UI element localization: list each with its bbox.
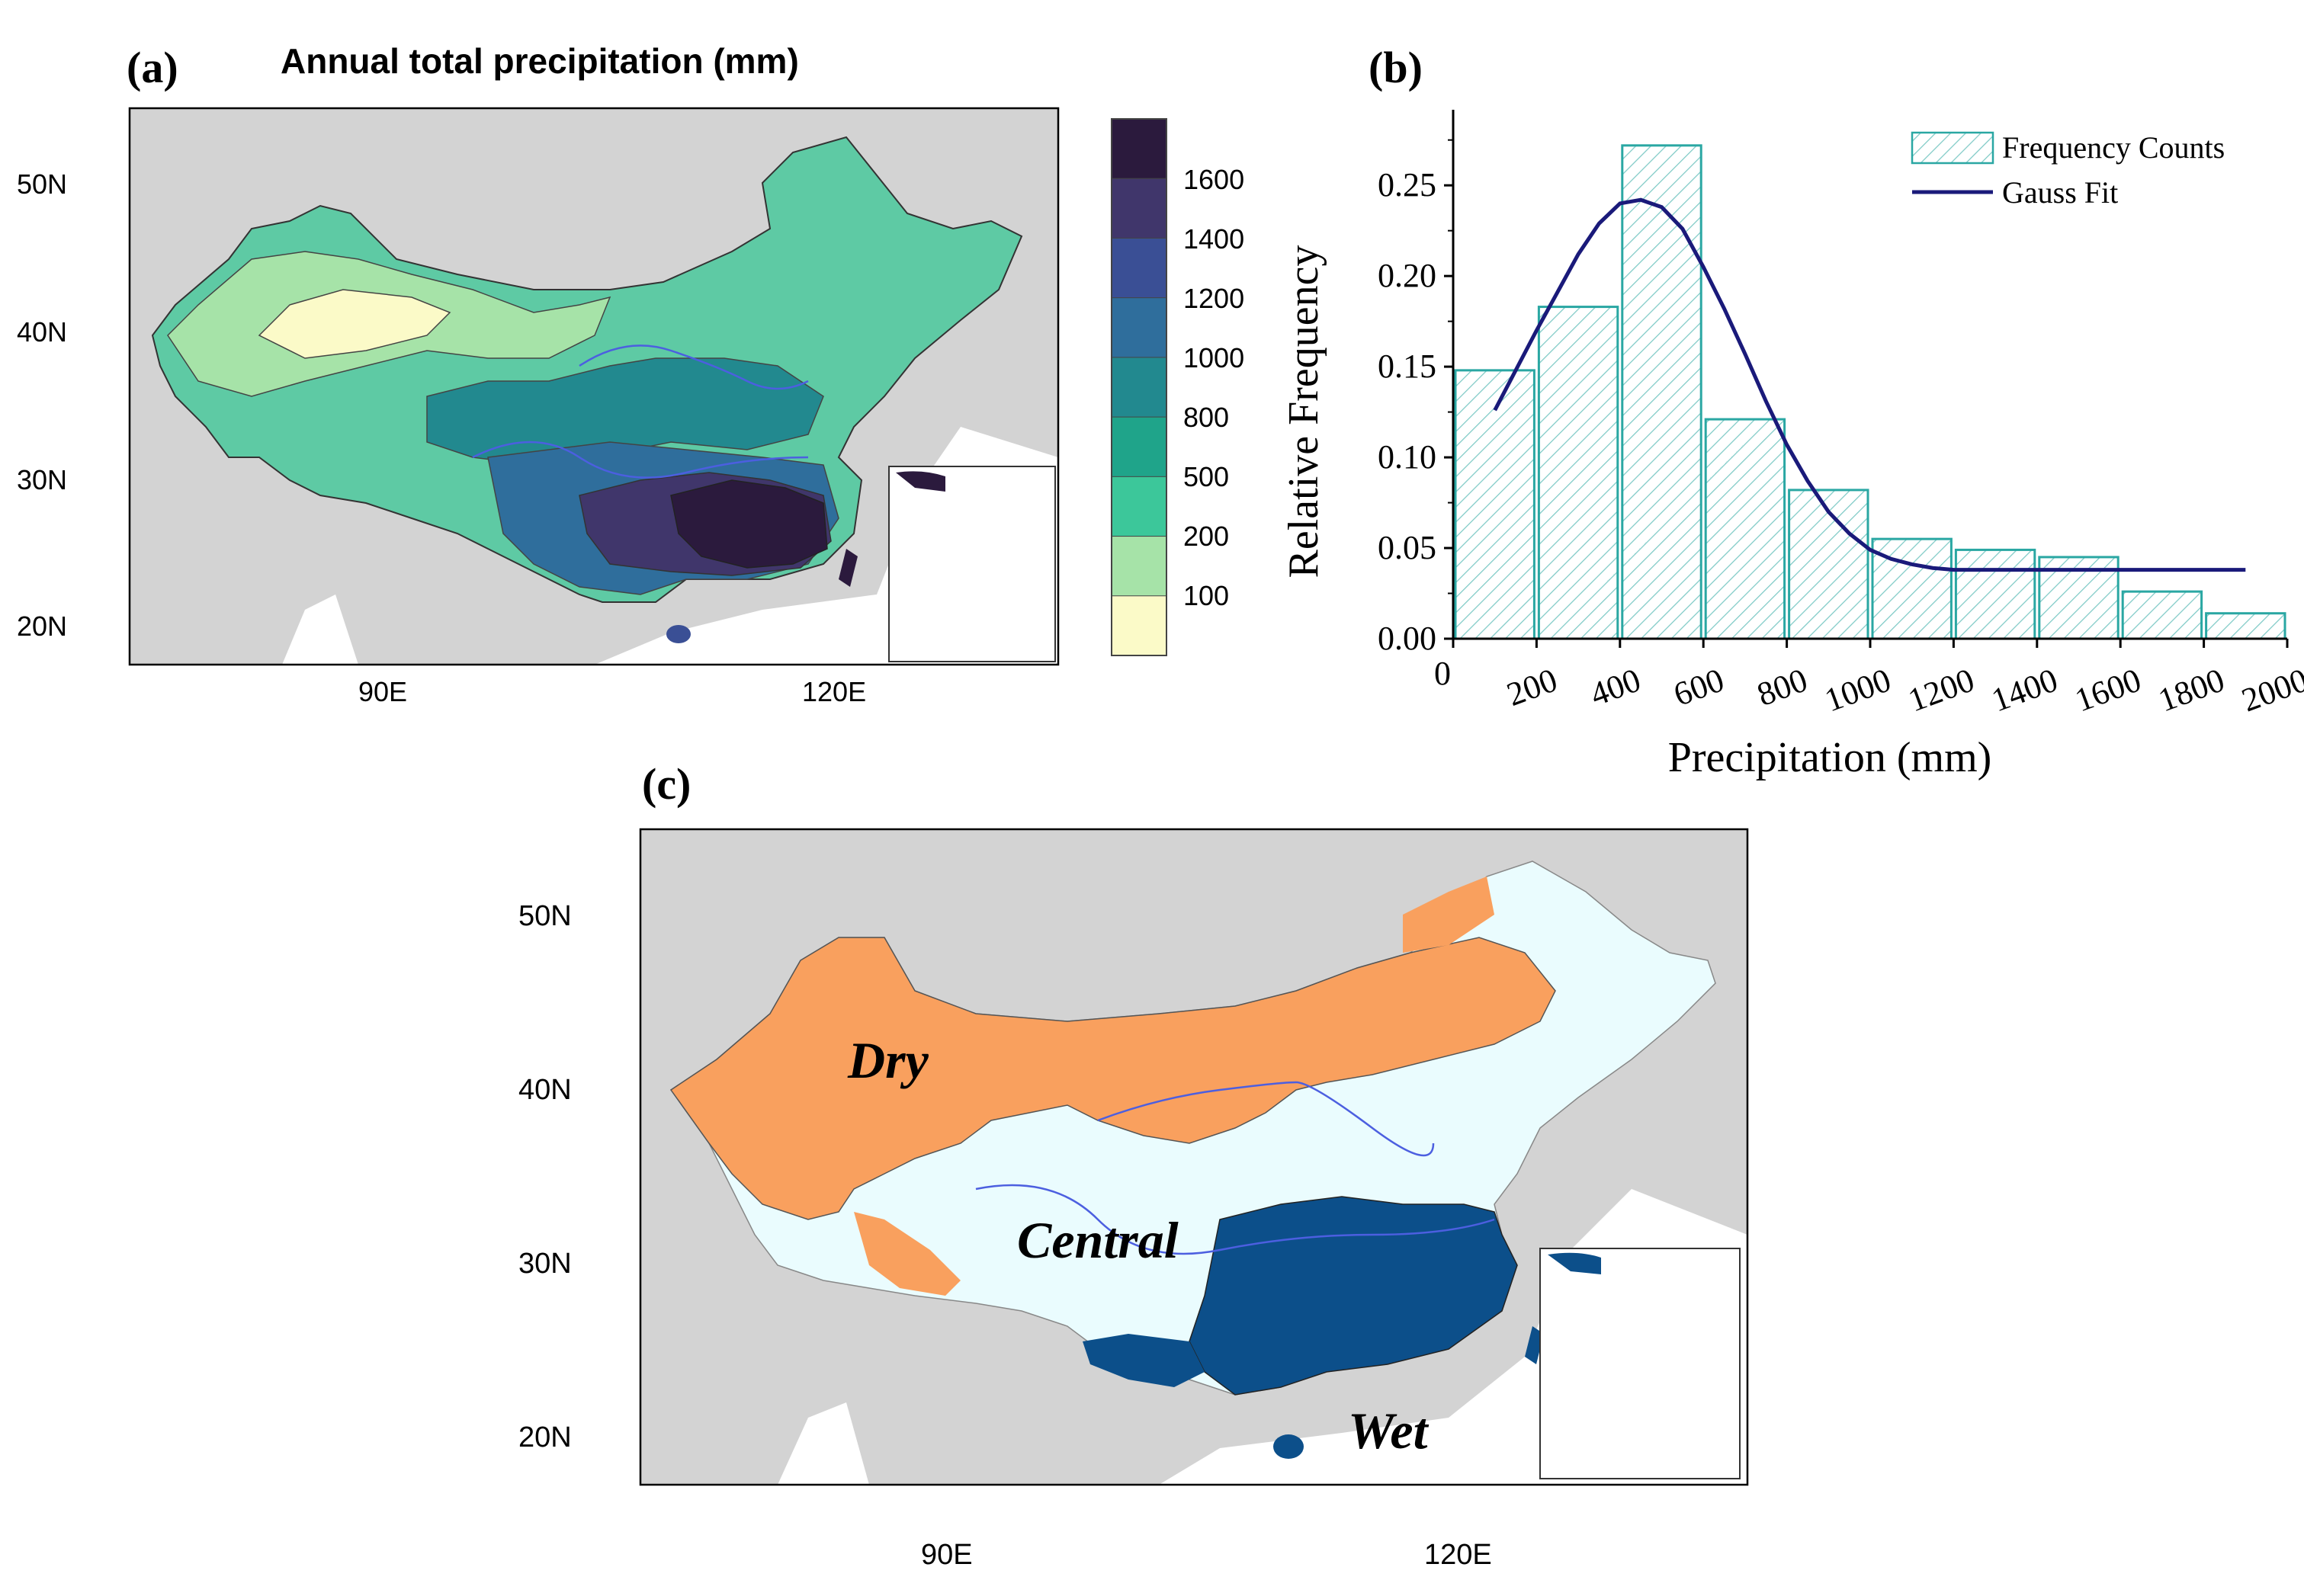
map-a-frame <box>128 107 1060 666</box>
colorbar-cell <box>1111 416 1167 478</box>
x-tick-label: 600 <box>1669 661 1729 713</box>
y-tick-label: 0.05 <box>1378 529 1436 566</box>
colorbar-label: 1000 <box>1183 342 1244 373</box>
region-label-dry: Dry <box>847 1031 929 1089</box>
histogram-bar <box>1704 418 1786 640</box>
colorbar-cell <box>1111 178 1167 239</box>
lat-tick-20n: 20N <box>518 1421 572 1453</box>
y-tick-label: 0.15 <box>1378 348 1436 385</box>
y-tick-label: 0.20 <box>1378 257 1436 294</box>
histogram-bar <box>1537 306 1619 640</box>
lon-tick-120e: 120E <box>802 676 866 707</box>
lat-tick-40n: 40N <box>518 1074 572 1106</box>
legend-bar-label: Frequency Counts <box>2002 130 2225 165</box>
gauss-fit-line <box>1493 197 2246 572</box>
histogram-bar <box>2205 612 2286 640</box>
lat-tick-30n: 30N <box>518 1248 572 1280</box>
x-tick-label: 0 <box>1434 655 1451 692</box>
y-axis-label: Relative Frequency <box>1280 245 1327 578</box>
colorbar-cell <box>1111 476 1167 537</box>
colorbar-cell <box>1111 297 1167 358</box>
lon-tick-90e: 90E <box>921 1539 973 1571</box>
lon-tick-120e: 120E <box>1424 1539 1492 1571</box>
colorbar-label: 800 <box>1183 402 1229 433</box>
x-tick-label: 1000 <box>1820 661 1895 719</box>
x-tick-label: 200 <box>1502 661 1562 713</box>
chart-legend: Frequency Counts Gauss Fit <box>1911 130 2225 210</box>
panel-a-label: (a) <box>127 43 178 92</box>
colorbar-label: 1600 <box>1183 164 1244 195</box>
colorbar-cell <box>1111 357 1167 418</box>
histogram-bar <box>1788 489 1869 640</box>
colorbar-label: 100 <box>1183 580 1229 611</box>
climate-region-map <box>640 829 1747 1485</box>
lat-tick-30n: 30N <box>17 464 67 495</box>
legend-line-label: Gauss Fit <box>2002 175 2118 210</box>
precipitation-map <box>130 108 1058 665</box>
panel-c-label: (c) <box>642 759 691 809</box>
colorbar-cell <box>1111 595 1167 656</box>
x-tick-label: 400 <box>1585 661 1645 713</box>
panel-b-label: (b) <box>1369 43 1423 92</box>
colorbar: 1600 1400 1200 1000 800 500 200 100 <box>1111 118 1244 656</box>
x-tick-label: 2000 <box>2237 661 2304 719</box>
histogram-bar <box>2121 590 2203 640</box>
histogram-bar <box>1954 548 2036 640</box>
panel-a-title: Annual total precipitation (mm) <box>281 41 799 81</box>
panel-c: (c) Dry Central Wet <box>518 759 1749 1571</box>
y-tick-label: 0.10 <box>1378 438 1436 476</box>
lat-tick-50n: 50N <box>17 168 67 200</box>
lat-tick-40n: 40N <box>17 316 67 348</box>
legend-bar-swatch <box>1911 131 1994 165</box>
x-axis-label: Precipitation (mm) <box>1668 734 1992 781</box>
colorbar-label: 1200 <box>1183 283 1244 314</box>
lon-tick-90e: 90E <box>358 676 407 707</box>
region-label-central: Central <box>1017 1211 1179 1269</box>
map-a-axes: 50N 40N 30N 20N 90E 120E <box>17 168 866 707</box>
region-labels: Dry Central Wet <box>847 1031 1430 1460</box>
colorbar-cell <box>1111 536 1167 597</box>
colorbar-label: 1400 <box>1183 223 1244 255</box>
colorbar-label: 200 <box>1183 521 1229 552</box>
x-tick-label: 1200 <box>1903 661 1978 719</box>
histogram-chart: 0.00 0.05 0.10 0.15 0.20 0.25 0 200 400 600 800 100… <box>1378 110 2304 719</box>
y-tick-label: 0.25 <box>1378 166 1436 204</box>
x-tick-label: 1600 <box>2070 661 2145 719</box>
map-c-axes: 50N 40N 30N 20N 90E 120E <box>518 900 1492 1571</box>
y-tick-label: 0.00 <box>1378 620 1436 657</box>
panel-b: (b) 0.00 0.05 0.10 0.15 0.20 0.25 0 200 400 600 80… <box>1280 43 2304 781</box>
colorbar-cell <box>1111 237 1167 299</box>
map-c-frame <box>639 828 1749 1486</box>
colorbar-cell <box>1111 118 1167 180</box>
x-tick-label: 1400 <box>1987 661 2062 719</box>
panel-a: (a) Annual total precipitation (mm) <box>17 41 1244 707</box>
region-label-wet: Wet <box>1348 1402 1430 1460</box>
lat-tick-50n: 50N <box>518 900 572 932</box>
colorbar-label: 500 <box>1183 461 1229 492</box>
x-tick-label: 800 <box>1752 661 1812 713</box>
histogram-bar <box>1621 144 1702 640</box>
histogram-bar <box>1454 369 1535 640</box>
x-tick-label: 1800 <box>2154 661 2229 719</box>
lat-tick-20n: 20N <box>17 611 67 642</box>
